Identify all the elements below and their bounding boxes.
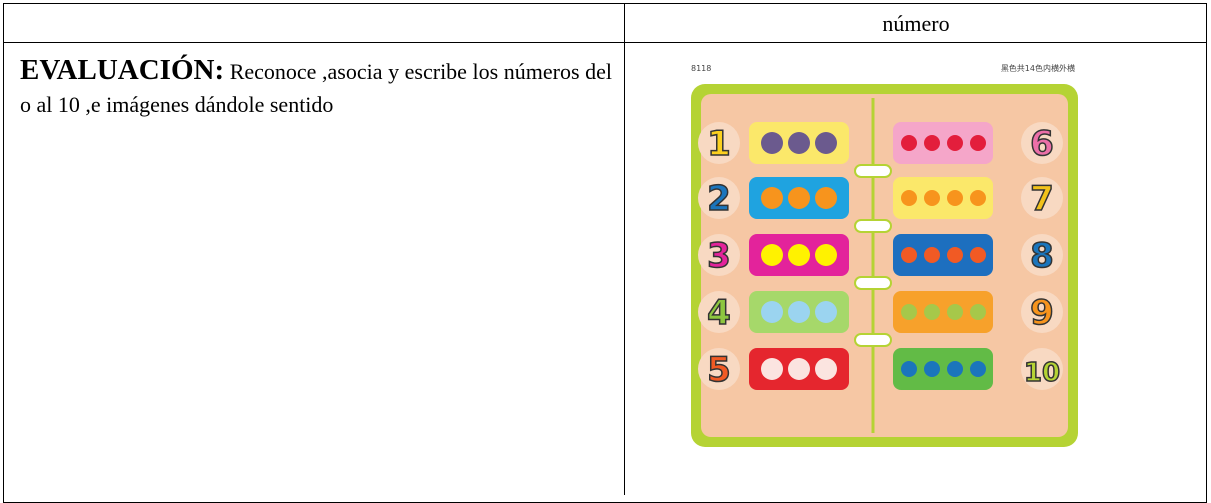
picture-item bbox=[901, 247, 917, 263]
picture-panel bbox=[893, 177, 993, 219]
picture-item bbox=[788, 132, 810, 154]
number-badge bbox=[698, 234, 740, 276]
picture-item bbox=[924, 247, 940, 263]
picture-item bbox=[815, 244, 837, 266]
picture-item bbox=[970, 304, 986, 320]
picture-item bbox=[947, 135, 963, 151]
picture-item bbox=[970, 190, 986, 206]
number-left: 1 bbox=[707, 124, 731, 164]
picture-item bbox=[788, 187, 810, 209]
picture-item bbox=[761, 244, 783, 266]
binder-ring bbox=[854, 164, 892, 178]
picture-item bbox=[815, 358, 837, 380]
picture-item bbox=[924, 304, 940, 320]
picture-item bbox=[901, 135, 917, 151]
header-cell: número bbox=[882, 11, 950, 36]
evaluation-text: Reconoce ,asocia y escribe los números d… bbox=[20, 59, 613, 117]
number-left: 3 bbox=[707, 236, 731, 276]
picture-item bbox=[924, 135, 940, 151]
picture-item bbox=[761, 132, 783, 154]
picture-item bbox=[788, 358, 810, 380]
number-badge bbox=[698, 122, 740, 164]
picture-item bbox=[788, 244, 810, 266]
number-badge bbox=[1021, 122, 1063, 164]
number-right: 9 bbox=[1030, 293, 1054, 333]
binder-ring bbox=[854, 219, 892, 233]
binder-ring bbox=[854, 333, 892, 347]
picture-panel bbox=[893, 348, 993, 390]
picture-item bbox=[815, 301, 837, 323]
number-right: 8 bbox=[1030, 236, 1054, 276]
number-badge bbox=[1021, 348, 1063, 390]
binder-ring bbox=[854, 276, 892, 290]
picture-item bbox=[924, 361, 940, 377]
number-badge bbox=[698, 291, 740, 333]
picture-panel bbox=[893, 122, 993, 164]
number-right: 6 bbox=[1030, 124, 1054, 164]
number-left: 5 bbox=[707, 350, 731, 390]
print-note: 黑色共14色内横外横 bbox=[1001, 63, 1075, 73]
evaluation-label: EVALUACIÓN: bbox=[20, 54, 225, 86]
picture-item bbox=[788, 301, 810, 323]
number-badge bbox=[1021, 291, 1063, 333]
number-left: 2 bbox=[707, 179, 731, 219]
number-badge bbox=[698, 348, 740, 390]
number-badge bbox=[1021, 177, 1063, 219]
print-code: 8118 bbox=[691, 64, 711, 73]
picture-item bbox=[761, 187, 783, 209]
number-left: 4 bbox=[707, 293, 731, 333]
picture-item bbox=[901, 304, 917, 320]
column-divider bbox=[624, 3, 625, 495]
picture-item bbox=[947, 190, 963, 206]
picture-item bbox=[970, 135, 986, 151]
picture-item bbox=[947, 361, 963, 377]
picture-item bbox=[970, 361, 986, 377]
picture-panel bbox=[893, 291, 993, 333]
picture-item bbox=[901, 361, 917, 377]
picture-item bbox=[761, 358, 783, 380]
picture-panel bbox=[893, 234, 993, 276]
picture-item bbox=[815, 132, 837, 154]
picture-item bbox=[815, 187, 837, 209]
evaluation-cell: EVALUACIÓN: Reconoce ,asocia y escribe l… bbox=[20, 54, 612, 121]
picture-item bbox=[947, 247, 963, 263]
number-right: 10 bbox=[1024, 358, 1060, 388]
puzzle-image: 8118 黑色共14色内横外横 1 6 2 7 3 8 4 9 5 10 bbox=[687, 58, 1082, 458]
picture-item bbox=[924, 190, 940, 206]
picture-item bbox=[761, 301, 783, 323]
number-right: 7 bbox=[1030, 179, 1054, 219]
row-divider bbox=[3, 42, 1207, 43]
picture-item bbox=[947, 304, 963, 320]
picture-item bbox=[970, 247, 986, 263]
number-badge bbox=[1021, 234, 1063, 276]
number-badge bbox=[698, 177, 740, 219]
picture-item bbox=[901, 190, 917, 206]
